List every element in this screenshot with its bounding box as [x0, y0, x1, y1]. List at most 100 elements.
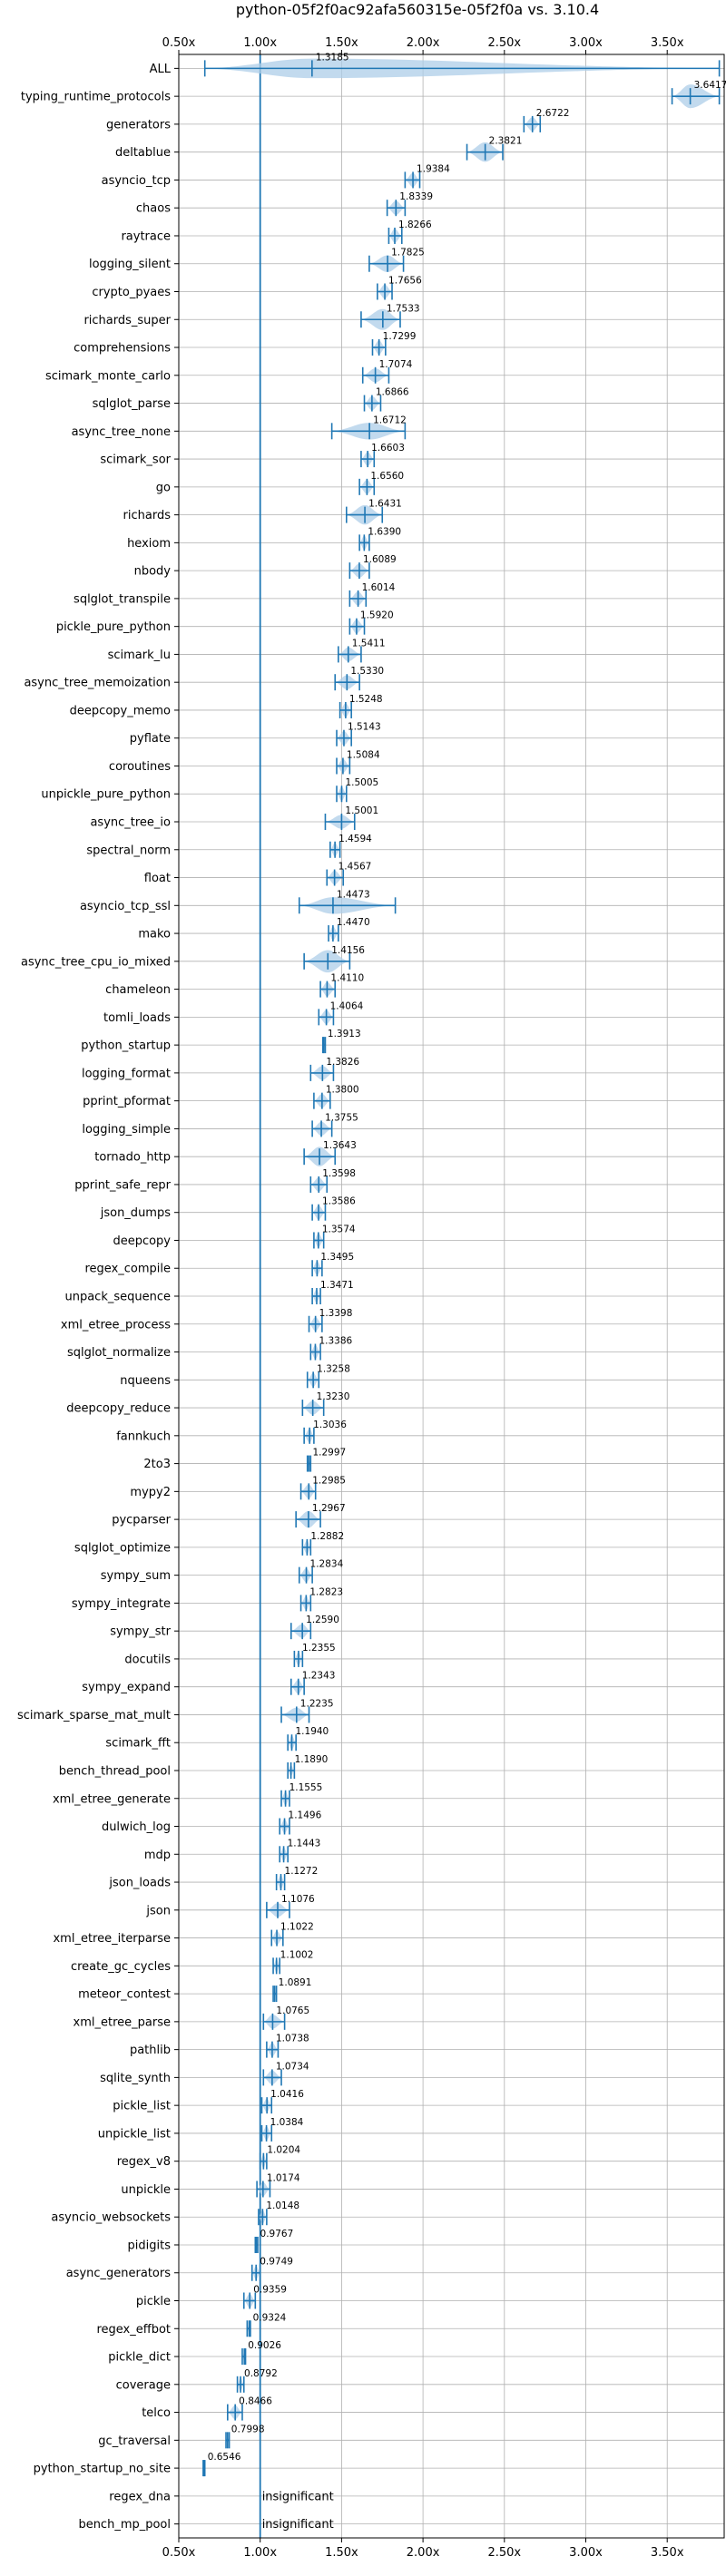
value-label: 1.5330 [350, 666, 384, 677]
value-label: 1.2985 [312, 1475, 346, 1486]
value-label: 1.5411 [352, 638, 386, 649]
benchmark-name: sympy_integrate [72, 1597, 171, 1611]
benchmark-name: go [156, 481, 171, 494]
benchmark-name: python_startup_no_site [34, 2463, 171, 2476]
value-label: 1.0204 [267, 2145, 300, 2156]
benchmark-name: deepcopy [113, 1234, 171, 1248]
value-label: 1.6431 [368, 499, 402, 510]
benchmark-name: deepcopy_reduce [66, 1402, 171, 1416]
benchmark-name: regex_effbot [96, 2323, 171, 2337]
value-label: 1.3800 [326, 1085, 359, 1096]
value-label: 1.1555 [289, 1782, 323, 1793]
benchmark-name: mdp [144, 1849, 171, 1862]
benchmark-name: coroutines [109, 760, 171, 774]
benchmark-name: meteor_contest [78, 1988, 171, 2002]
value-label: 1.3185 [316, 52, 349, 63]
value-label: 1.3755 [325, 1112, 358, 1123]
benchmark-name: scimark_lu [108, 649, 171, 662]
benchmark-name: unpickle_list [98, 2127, 171, 2141]
value-label: 1.3495 [320, 1252, 354, 1263]
benchmark-name: logging_silent [89, 258, 171, 271]
benchmark-name: sympy_sum [101, 1569, 171, 1583]
x-axis-ticks: 0.50x 0.50x 1.00x 1.00x 1.50x 1.50x 2.00x 2.00x… [162, 36, 684, 2560]
value-label: 1.1940 [296, 1726, 329, 1737]
benchmark-name: unpickle [121, 2183, 171, 2197]
value-label: 1.0148 [266, 2200, 299, 2211]
value-label: 1.7074 [379, 359, 413, 370]
value-label: 3.6417 [694, 80, 726, 91]
benchmark-name: pickle [136, 2295, 171, 2308]
benchmark-name: json_dumps [100, 1206, 171, 1220]
value-label: 1.3471 [320, 1280, 354, 1291]
benchmark-name: sqlglot_transpile [74, 592, 171, 606]
value-label: 1.7825 [391, 248, 425, 259]
bottom-tick-label: 1.00x [243, 2546, 277, 2560]
value-label: 1.3826 [326, 1057, 359, 1068]
value-label: 1.3598 [322, 1168, 356, 1179]
benchmark-marks [202, 58, 721, 2477]
benchmark-name: unpickle_pure_python [41, 788, 171, 802]
benchmark-name: raytrace [121, 229, 171, 243]
benchmark-name: sympy_expand [82, 1681, 171, 1694]
value-label: 0.9324 [253, 2312, 287, 2323]
value-label: 1.8339 [399, 191, 433, 202]
benchmark-name: pprint_safe_repr [74, 1178, 171, 1192]
value-label: 1.8266 [398, 220, 432, 230]
benchmark-name: pyflate [130, 732, 171, 746]
benchmark-name: unpack_sequence [64, 1291, 171, 1304]
benchmark-name: chameleon [105, 983, 171, 997]
benchmark-name: typing_runtime_protocols [21, 91, 171, 104]
value-label: 1.5143 [348, 722, 381, 733]
value-label: 1.7533 [387, 303, 420, 314]
benchmark-name: gc_traversal [98, 2435, 171, 2448]
benchmark-name: pprint_pformat [83, 1095, 171, 1108]
value-label: 1.7299 [383, 331, 417, 342]
benchmark-name: fannkuch [116, 1429, 171, 1443]
bottom-tick-label: 2.50x [487, 2546, 521, 2560]
value-label: 1.4110 [330, 973, 364, 984]
value-label: 1.4594 [338, 834, 372, 844]
benchmark-name: sqlglot_optimize [74, 1541, 171, 1555]
benchmark-name: logging_simple [82, 1123, 171, 1137]
value-label: 0.8792 [244, 2368, 278, 2379]
benchmark-name: richards_super [83, 314, 171, 327]
value-label: 1.3398 [319, 1308, 353, 1319]
benchmark-name: async_tree_memoization [24, 677, 171, 690]
value-label: 0.9026 [248, 2340, 281, 2351]
value-label: 1.3586 [322, 1196, 356, 1207]
value-label: 1.0384 [270, 2117, 304, 2128]
value-label: 0.7998 [231, 2424, 265, 2435]
benchmark-name: deltablue [115, 146, 171, 160]
benchmark-name: float [144, 872, 171, 885]
benchmark-name: tornado_http [94, 1151, 171, 1165]
value-label: 1.3258 [317, 1363, 350, 1374]
value-label: 1.6014 [362, 582, 396, 593]
value-label: 1.6089 [363, 554, 397, 565]
benchmark-name: pickle_pure_python [56, 620, 171, 634]
benchmark-name: async_tree_io [90, 816, 171, 830]
value-label: 1.3036 [313, 1420, 347, 1430]
value-label: 2.6722 [536, 108, 570, 119]
benchmark-name: xml_etree_parse [74, 2015, 171, 2029]
value-label: 0.9749 [260, 2257, 293, 2268]
benchmark-name: scimark_fft [105, 1737, 171, 1751]
grid-lines [178, 54, 724, 2538]
value-label: 0.9359 [253, 2285, 287, 2296]
benchmark-name: scimark_sparse_mat_mult [17, 1709, 171, 1722]
value-label: 1.4064 [330, 1000, 364, 1011]
benchmark-name: docutils [124, 1653, 171, 1666]
value-label: 1.3574 [322, 1224, 356, 1234]
benchmark-name: sqlglot_parse [93, 397, 171, 411]
benchmark-name: async_generators [66, 2267, 172, 2280]
benchmark-name: async_tree_none [72, 425, 171, 439]
value-label: 1.0416 [270, 2089, 304, 2100]
benchmark-name: telco [142, 2406, 171, 2420]
benchmark-name: crypto_pyaes [92, 286, 171, 299]
top-tick-label: 2.00x [407, 36, 440, 50]
benchmark-name: regex_compile [84, 1263, 171, 1276]
chart-title: python-05f2f0ac92afa560315e-05f2f0a vs. … [236, 1, 599, 18]
benchmark-name: python_startup [81, 1039, 171, 1053]
benchmark-name: pidigits [128, 2239, 172, 2252]
value-label: 1.5920 [360, 610, 394, 621]
